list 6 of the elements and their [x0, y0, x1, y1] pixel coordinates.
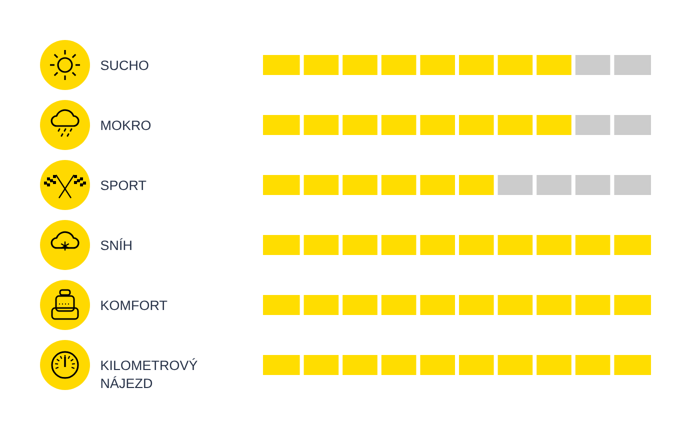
y-tick-label: SUCHO [100, 60, 148, 70]
y-tick-label: SPORT [100, 180, 146, 190]
y-tick-label: KOMFORT [101, 300, 168, 310]
y-tick-label: KILOMETROVÝ NÁJEZD [101, 358, 198, 388]
y-tick-label: SNÍH [100, 238, 132, 250]
y-tick-label: MOKRO [101, 120, 151, 130]
